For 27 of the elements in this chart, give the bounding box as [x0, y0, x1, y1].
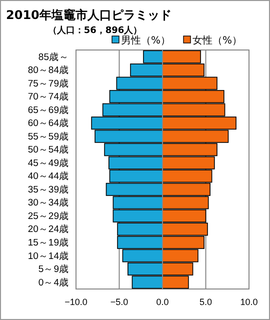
y-tick-label: 45～49歳	[28, 156, 69, 169]
y-tick-label: 55～59歳	[28, 130, 69, 142]
chart-title: 2010年塩竈市人口ピラミッド	[6, 8, 172, 22]
chart-subtitle: （人口：56，896人）	[48, 25, 142, 36]
y-tick-label: 35～39歳	[28, 183, 69, 196]
y-tick-label: 5～9歳	[38, 263, 69, 276]
y-tick-label: 20～24歳	[28, 223, 69, 236]
x-tick-label: −5.0	[110, 297, 128, 308]
y-tick-label: 50～54歳	[28, 144, 69, 156]
legend-label: 男性（%）	[121, 34, 171, 46]
y-tick-label: 60～64歳	[28, 117, 69, 130]
x-tick-label: 5.0	[199, 297, 212, 308]
y-tick-label: 75～79歳	[28, 77, 69, 90]
legend-label: 女性（%）	[192, 34, 242, 46]
y-tick-label: 70～74歳	[28, 90, 69, 103]
x-tick-label: 10.0	[240, 297, 258, 308]
x-tick-label: −10.0	[64, 297, 88, 308]
y-tick-label: 15～19歳	[28, 236, 69, 248]
y-tick-label: 40～44歳	[28, 170, 69, 182]
y-tick-label: 65～69歳	[28, 104, 69, 116]
y-tick-label: 85歳～	[38, 50, 69, 63]
y-tick-label: 10～14歳	[28, 250, 69, 262]
y-tick-label: 0～4歳	[38, 276, 69, 288]
y-tick-label: 30～34歳	[28, 196, 69, 209]
y-tick-label: 80～84歳	[28, 64, 69, 76]
y-tick-label: 25～29歳	[28, 210, 69, 222]
x-tick-label: 0.0	[156, 297, 169, 308]
